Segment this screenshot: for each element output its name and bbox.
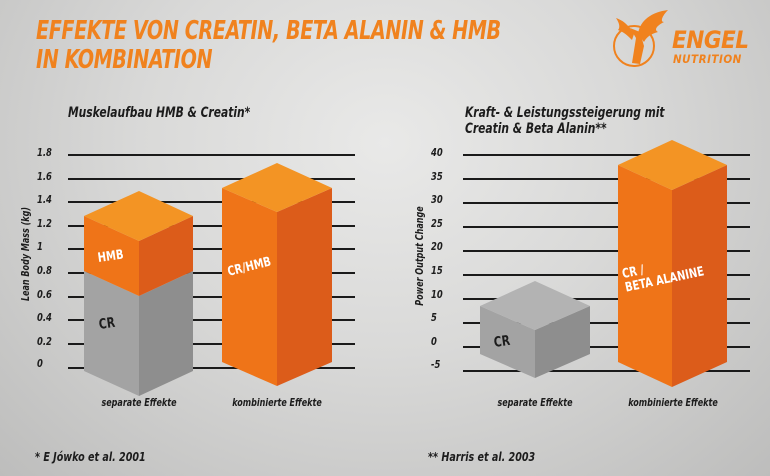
bar-cr-front bbox=[84, 271, 139, 396]
grid-line bbox=[463, 322, 750, 324]
grid-line bbox=[68, 154, 355, 156]
left-x-label-separate: separate Effekte bbox=[101, 397, 177, 409]
brand-subname: NUTRITION bbox=[673, 52, 742, 66]
grid-line bbox=[68, 178, 355, 180]
y-tick: 1 bbox=[37, 240, 43, 253]
y-tick: 40 bbox=[431, 146, 443, 159]
right-bar-separate bbox=[480, 281, 590, 378]
grid-line bbox=[68, 319, 355, 321]
grid-line bbox=[463, 178, 750, 180]
bar-crhmb-front bbox=[222, 188, 277, 386]
y-tick: 1.8 bbox=[37, 146, 52, 159]
bar-crba-side bbox=[672, 165, 727, 387]
y-tick: 15 bbox=[431, 264, 443, 277]
y-tick: 1.6 bbox=[37, 170, 52, 183]
bar-label-cr: CR bbox=[97, 314, 117, 333]
bar-hmb-front bbox=[84, 216, 139, 296]
grid-line bbox=[463, 202, 750, 204]
bar-crhmb-top bbox=[222, 163, 332, 212]
left-x-label-combined: kombinierte Effekte bbox=[232, 397, 322, 409]
y-tick: 25 bbox=[431, 217, 443, 230]
right-x-label-separate: separate Effekte bbox=[497, 397, 573, 409]
left-bar-combined bbox=[222, 163, 332, 386]
grid-line bbox=[68, 272, 355, 274]
y-tick: 35 bbox=[431, 170, 443, 183]
left-bar-separate bbox=[84, 191, 193, 396]
bar-cr-side bbox=[139, 271, 193, 396]
bar-cr-top bbox=[480, 281, 590, 330]
brand-name: ENGEL bbox=[672, 26, 749, 54]
grid-line bbox=[68, 248, 355, 250]
bar-crhmb-side bbox=[277, 188, 332, 386]
right-x-label-combined: kombinierte Effekte bbox=[628, 397, 718, 409]
y-tick: 0 bbox=[37, 357, 43, 370]
right-bar-combined bbox=[618, 140, 727, 387]
y-tick: 0.8 bbox=[37, 264, 52, 277]
y-tick: 0.4 bbox=[37, 311, 52, 324]
right-chart-title-line-2: Creatin & Beta Alanin** bbox=[465, 121, 607, 137]
bar-label-cr-right: CR bbox=[492, 332, 512, 351]
y-tick: 0.2 bbox=[37, 335, 52, 348]
grid-line bbox=[463, 226, 750, 228]
left-footnote: * E Jówko et al. 2001 bbox=[35, 449, 146, 464]
grid-line bbox=[68, 367, 355, 369]
bar-hmb-side bbox=[139, 216, 193, 296]
y-tick: 5 bbox=[431, 311, 437, 324]
y-tick: 1.2 bbox=[37, 217, 52, 230]
y-tick: -5 bbox=[431, 358, 441, 371]
y-tick: 20 bbox=[431, 240, 443, 253]
page-title: EFFEKTE VON CREATIN, BETA ALANIN & HMB I… bbox=[36, 17, 501, 75]
bar-crba-top bbox=[618, 140, 727, 190]
grid-line bbox=[68, 296, 355, 298]
title-line-2: IN KOMBINATION bbox=[36, 45, 213, 75]
left-chart-title: Muskelaufbau HMB & Creatin* bbox=[68, 105, 251, 121]
right-chart-title-line-1: Kraft- & Leistungssteigerung mit bbox=[465, 105, 665, 121]
grid-line bbox=[68, 225, 355, 227]
grid-line bbox=[463, 250, 750, 252]
grid-line bbox=[463, 154, 750, 156]
grid-line bbox=[463, 370, 750, 372]
y-tick: 30 bbox=[431, 193, 443, 206]
y-tick: 1.4 bbox=[37, 193, 52, 206]
grid-line bbox=[463, 274, 750, 276]
grid-line bbox=[68, 201, 355, 203]
bar-crba-front bbox=[618, 165, 672, 387]
grid-line bbox=[463, 346, 750, 348]
bar-hmb-top bbox=[84, 191, 193, 241]
right-chart-title: Kraft- & Leistungssteigerung mit Creatin… bbox=[465, 105, 665, 137]
y-tick: 0.6 bbox=[37, 288, 52, 301]
y-tick: 0 bbox=[431, 335, 437, 348]
right-footnote: ** Harris et al. 2003 bbox=[428, 449, 536, 464]
title-line-1: EFFEKTE VON CREATIN, BETA ALANIN & HMB bbox=[36, 16, 501, 46]
winged-angel-icon bbox=[613, 10, 668, 67]
grid-line bbox=[463, 298, 750, 300]
y-tick: 10 bbox=[431, 288, 443, 301]
engel-nutrition-logo: ENGEL NUTRITION bbox=[610, 8, 760, 68]
grid-line bbox=[68, 343, 355, 345]
